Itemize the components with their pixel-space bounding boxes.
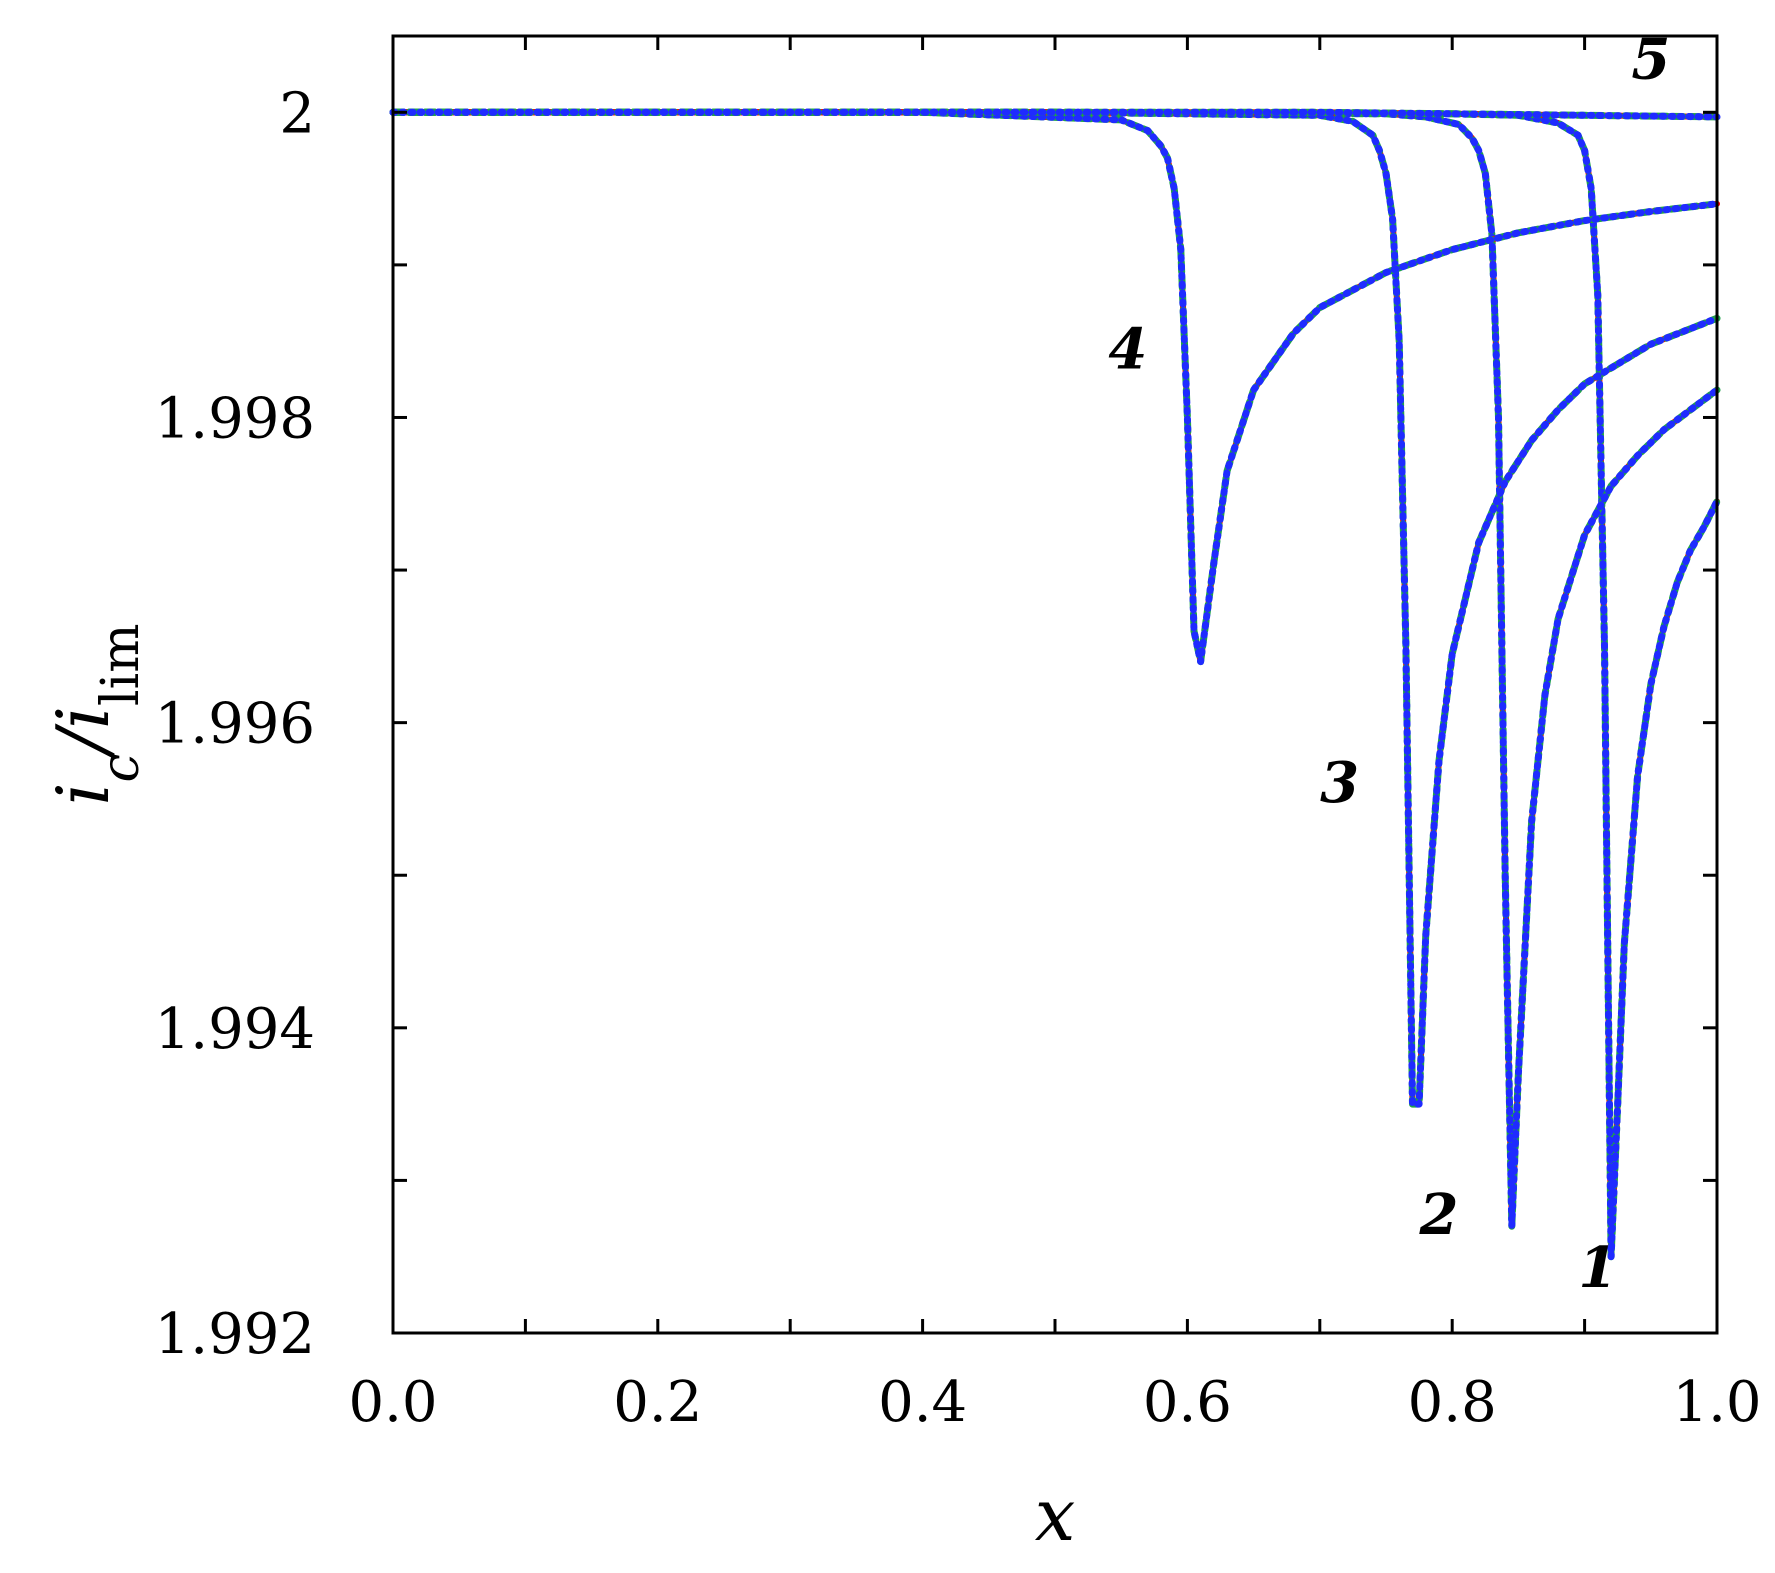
y-axis-label-i: i: [41, 782, 125, 805]
y-tick-label: 1.996: [155, 692, 315, 757]
y-tick-label: 1.998: [155, 386, 315, 451]
x-tick-label: 0.2: [613, 1370, 702, 1435]
series-3-dashed-line: [389, 108, 1721, 1108]
curve-label-3: 3: [1320, 750, 1359, 816]
curve-label-5: 5: [1631, 27, 1670, 93]
series-5-dotted-line: [389, 108, 1721, 121]
y-axis-label-i2: i: [41, 706, 125, 729]
curve-labels: 1 2 3 4 5: [1108, 27, 1670, 1301]
x-tick-label: 1.0: [1672, 1370, 1761, 1435]
series-4-dotted-line: [389, 108, 1721, 666]
x-tick-label: 0.4: [878, 1370, 967, 1435]
series-3-solid-line: [390, 109, 1720, 1108]
x-ticks: 0.0 0.2 0.4 0.6 0.8 1.0: [348, 36, 1762, 1435]
x-tick-label: 0.6: [1143, 1370, 1232, 1435]
curve-label-4: 4: [1108, 317, 1147, 383]
y-axis-label: ic/ilim: [41, 623, 151, 805]
y-ticks: 1.992 1.994 1.996 1.998 2: [155, 81, 1717, 1367]
x-axis-label: x: [1035, 1473, 1076, 1557]
y-axis-label-sub1: c: [91, 753, 151, 782]
x-tick-label: 0.0: [348, 1370, 437, 1435]
y-tick-label: 1.994: [155, 997, 315, 1062]
curve-label-1: 1: [1578, 1235, 1617, 1301]
series-2-dotted-line: [389, 108, 1721, 1230]
series-4-solid-line: [390, 109, 1720, 665]
series-4-dashed-line: [389, 108, 1721, 666]
series-3-dotted-line: [389, 108, 1721, 1108]
y-axis-label-sub2: lim: [91, 623, 151, 706]
curves-layer: [389, 108, 1721, 1261]
y-tick-label: 2: [279, 81, 315, 146]
x-tick-label: 0.8: [1408, 1370, 1497, 1435]
curve-label-2: 2: [1418, 1182, 1458, 1248]
y-tick-label: 1.992: [155, 1302, 315, 1367]
